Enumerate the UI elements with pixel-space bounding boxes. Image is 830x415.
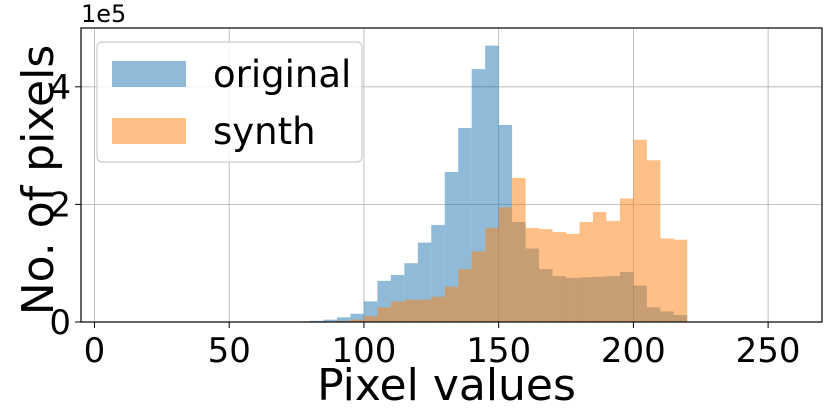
bar-synth bbox=[485, 227, 499, 322]
bar-synth bbox=[458, 269, 472, 322]
y-tick-label: 4 bbox=[49, 68, 71, 108]
bar-synth bbox=[539, 229, 553, 322]
bar-synth bbox=[619, 198, 634, 322]
bar-synth bbox=[350, 319, 364, 322]
bar-synth bbox=[552, 232, 567, 322]
bar-synth bbox=[417, 299, 432, 322]
x-tick-label: 150 bbox=[466, 331, 531, 371]
y-tick-label: 0 bbox=[49, 303, 71, 343]
bar-synth bbox=[592, 212, 607, 322]
bar-synth bbox=[390, 301, 405, 322]
x-tick-label: 50 bbox=[208, 331, 251, 371]
bar-synth bbox=[404, 299, 418, 322]
bar-original bbox=[323, 319, 337, 322]
bar-synth bbox=[498, 207, 513, 322]
bar-synth bbox=[606, 220, 620, 322]
x-axis-label: Pixel values bbox=[317, 360, 576, 411]
x-tick-label: 100 bbox=[331, 331, 396, 371]
bar-synth bbox=[377, 307, 391, 322]
y-axis-scale-label: 1e5 bbox=[81, 0, 126, 28]
axis-ticks: 0 50 100 150 200 250 0 2 4 bbox=[49, 68, 800, 371]
y-axis-label: No. of pixels bbox=[13, 45, 64, 316]
legend-label-original: original bbox=[213, 53, 351, 96]
bar-synth bbox=[444, 286, 459, 322]
bar-original bbox=[444, 172, 459, 322]
histogram-bars bbox=[296, 45, 688, 323]
x-tick-label: 200 bbox=[601, 331, 666, 371]
x-tick-label: 0 bbox=[84, 331, 106, 371]
bar-synth bbox=[512, 177, 526, 322]
x-tick-label: 250 bbox=[736, 331, 801, 371]
bar-synth bbox=[579, 222, 593, 322]
y-tick-label: 2 bbox=[49, 185, 71, 225]
bar-original bbox=[350, 313, 364, 322]
bar-synth bbox=[471, 251, 486, 322]
legend-swatch-original bbox=[112, 61, 186, 87]
bar-synth bbox=[566, 233, 580, 322]
legend-label-synth: synth bbox=[213, 110, 316, 153]
bar-synth bbox=[673, 239, 688, 322]
bar-synth bbox=[646, 160, 661, 322]
bar-synth bbox=[525, 227, 540, 322]
legend: original synth bbox=[96, 41, 363, 163]
plot-area-frame bbox=[80, 27, 823, 323]
bar-synth bbox=[363, 316, 378, 322]
bar-synth bbox=[431, 296, 445, 322]
bar-synth bbox=[660, 238, 674, 322]
legend-swatch-synth bbox=[112, 118, 186, 144]
bar-original bbox=[336, 317, 351, 322]
bar-synth bbox=[633, 139, 647, 322]
